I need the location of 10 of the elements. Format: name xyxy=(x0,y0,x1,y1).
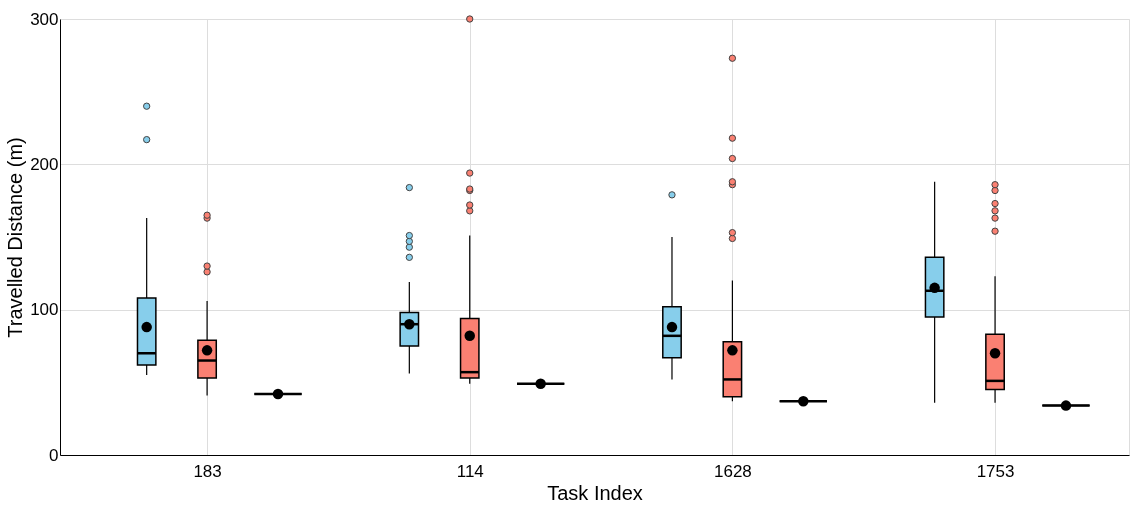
y-tick-label: 100 xyxy=(30,300,59,320)
x-axis-title: Task Index xyxy=(547,481,643,504)
y-axis-title: Travelled Distance (m) xyxy=(4,137,27,338)
y-tick-label: 0 xyxy=(49,445,59,465)
y-tick-label: 300 xyxy=(30,9,59,29)
x-tick-label: 1753 xyxy=(976,461,1015,481)
y-tick-label: 200 xyxy=(30,154,59,174)
x-tick-label: 183 xyxy=(193,461,222,481)
x-tick-label: 1628 xyxy=(713,461,752,481)
x-tick-label: 114 xyxy=(456,461,484,481)
